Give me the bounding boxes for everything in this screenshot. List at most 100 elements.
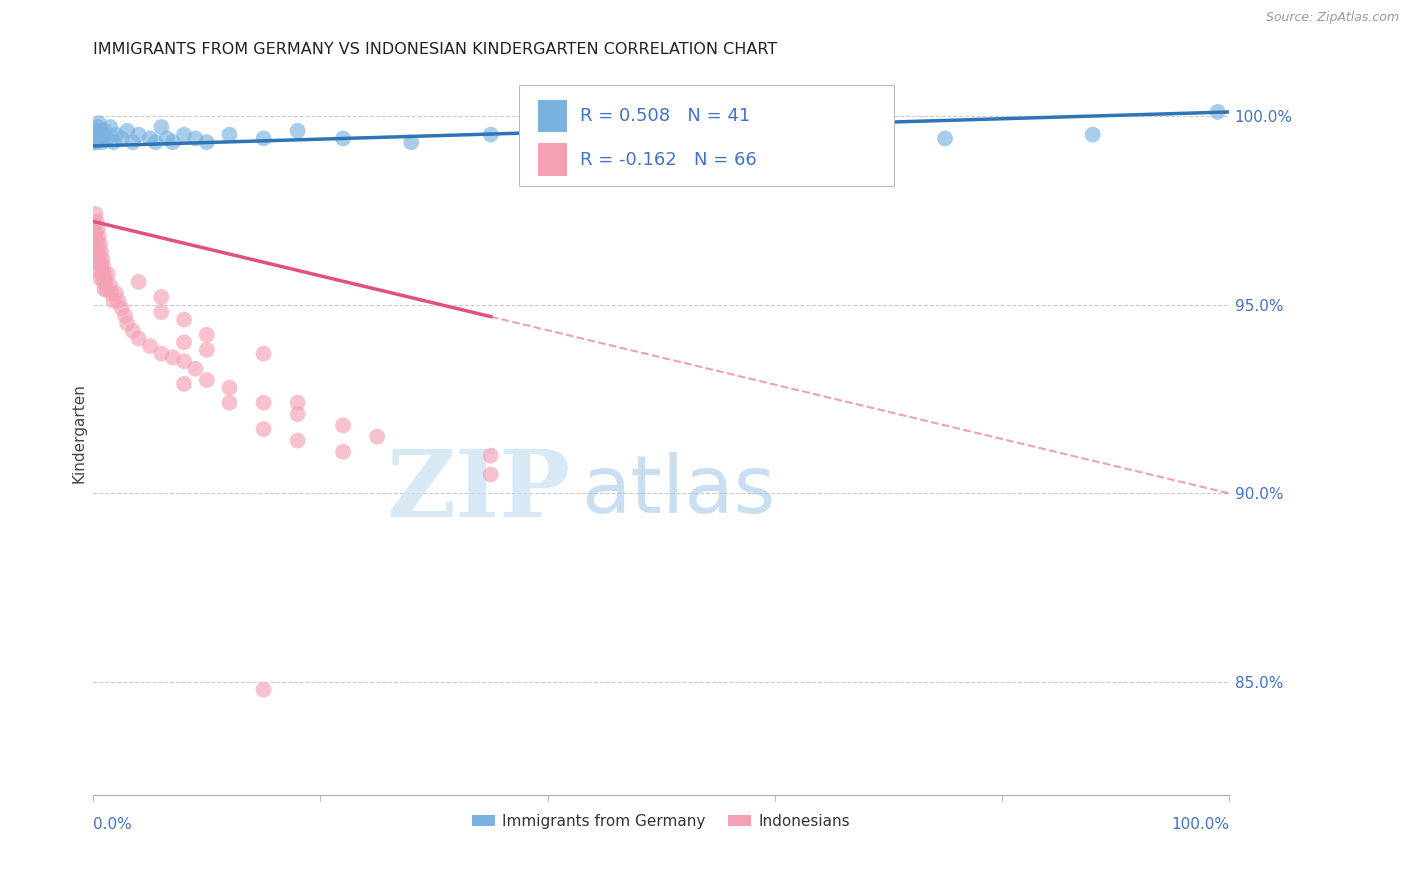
Point (252, 422, 274, 436)
Point (150, 305, 173, 319)
Point (122, 324, 145, 338)
Point (91, 135, 114, 149)
Text: 0.0%: 0.0% (93, 817, 132, 832)
FancyBboxPatch shape (538, 144, 567, 176)
Point (150, 120, 173, 134)
Point (94, 275, 117, 289)
Point (89, 271, 111, 285)
Point (479, 128, 502, 142)
Point (87, 120, 110, 134)
Point (1081, 128, 1104, 142)
Point (560, 131, 582, 145)
Point (218, 395, 240, 409)
Point (117, 124, 139, 138)
Point (86, 124, 108, 138)
Point (479, 449, 502, 463)
Text: 100.0%: 100.0% (1171, 817, 1229, 832)
Point (173, 354, 195, 368)
Point (91, 252, 114, 267)
Point (128, 331, 150, 345)
Point (98, 120, 121, 134)
Point (84, 226, 107, 240)
Point (332, 444, 354, 458)
FancyBboxPatch shape (519, 85, 894, 186)
Point (84, 241, 107, 255)
Point (1206, 105, 1229, 120)
Point (287, 395, 309, 409)
Point (287, 434, 309, 448)
Point (86, 248, 108, 262)
Point (128, 128, 150, 142)
Point (399, 135, 422, 149)
Point (87, 263, 110, 277)
Point (332, 418, 354, 433)
Point (162, 351, 184, 365)
Point (139, 339, 162, 353)
Text: Source: ZipAtlas.com: Source: ZipAtlas.com (1265, 11, 1399, 24)
Point (83, 135, 105, 149)
Point (117, 317, 139, 331)
Point (100, 286, 122, 301)
Point (195, 373, 218, 387)
Point (93, 128, 115, 142)
Point (93, 268, 115, 282)
Point (86, 233, 108, 247)
Point (150, 290, 173, 304)
Point (87, 248, 110, 262)
Point (173, 335, 195, 350)
Point (90, 124, 112, 138)
Point (252, 682, 274, 697)
Point (90, 244, 112, 259)
Point (195, 135, 218, 149)
Point (96, 282, 118, 296)
Text: atlas: atlas (582, 452, 776, 530)
Point (786, 124, 808, 138)
Point (90, 260, 112, 274)
Point (83, 229, 105, 244)
Point (89, 237, 111, 252)
Point (87, 222, 110, 236)
Point (934, 131, 956, 145)
FancyBboxPatch shape (538, 100, 567, 132)
Point (156, 131, 179, 145)
Point (128, 275, 150, 289)
Point (87, 229, 110, 244)
Point (195, 343, 218, 357)
Point (93, 282, 115, 296)
Point (104, 286, 127, 301)
Point (87, 128, 110, 142)
Point (103, 293, 125, 308)
Point (218, 128, 240, 142)
Point (96, 131, 118, 145)
Point (87, 256, 110, 270)
Point (104, 128, 127, 142)
Point (122, 135, 145, 149)
Point (93, 275, 115, 289)
Point (173, 128, 195, 142)
Point (162, 135, 184, 149)
Point (110, 301, 132, 316)
Point (97, 268, 120, 282)
Point (173, 312, 195, 326)
Legend: Immigrants from Germany, Indonesians: Immigrants from Germany, Indonesians (465, 807, 856, 835)
Point (93, 124, 115, 138)
Point (252, 346, 274, 360)
Point (107, 293, 129, 308)
Point (139, 131, 162, 145)
Point (87, 131, 110, 145)
Point (252, 395, 274, 409)
Point (89, 131, 111, 145)
Text: ZIP: ZIP (387, 446, 571, 536)
Y-axis label: Kindergarten: Kindergarten (72, 383, 86, 483)
Point (91, 268, 114, 282)
Text: R = 0.508   N = 41: R = 0.508 N = 41 (581, 107, 751, 125)
Point (89, 256, 111, 270)
Point (87, 116, 110, 130)
Point (479, 467, 502, 482)
Point (93, 260, 115, 274)
Point (184, 361, 207, 376)
Point (86, 135, 108, 149)
Point (650, 131, 672, 145)
Point (98, 278, 121, 293)
Point (184, 131, 207, 145)
